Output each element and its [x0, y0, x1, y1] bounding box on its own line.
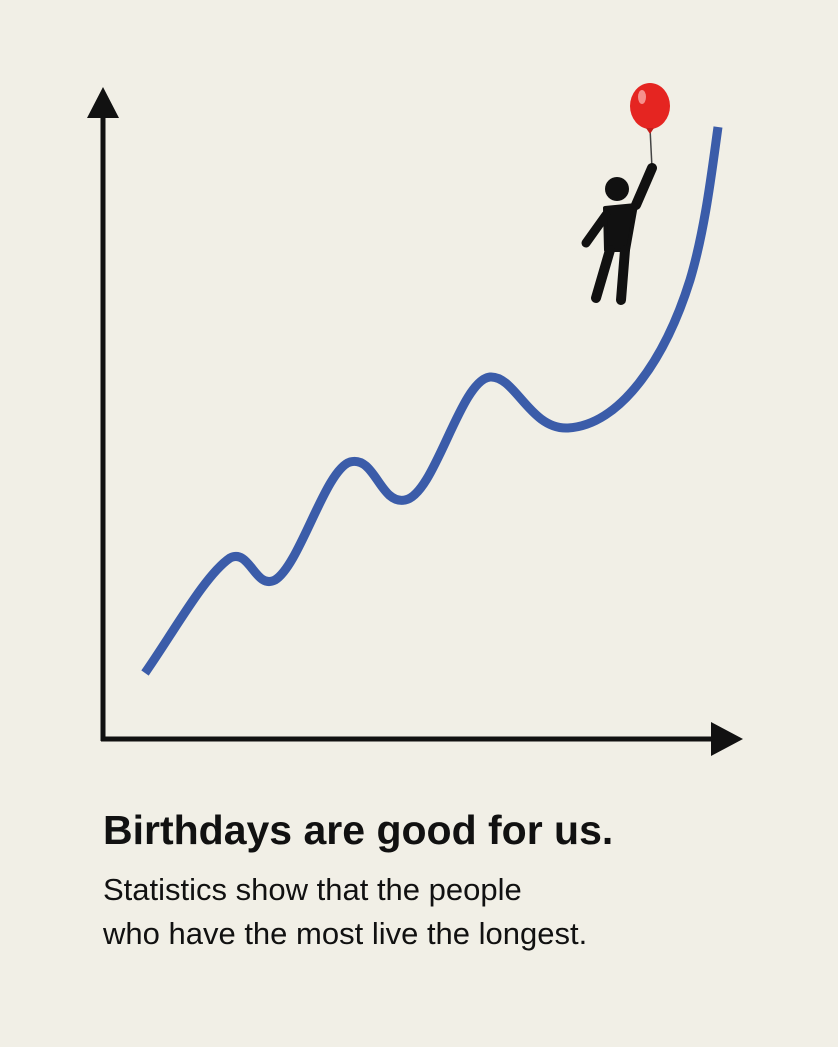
person — [581, 163, 657, 305]
x-axis-arrow — [711, 722, 743, 756]
subtitle-line: Statistics show that the people — [103, 872, 522, 907]
balloon-knot — [646, 128, 654, 134]
y-axis-arrow — [87, 87, 119, 118]
balloon — [630, 83, 670, 129]
subtitle-line: who have the most live the longest. — [102, 916, 587, 951]
balloon-shine — [638, 90, 646, 104]
title: Birthdays are good for us. — [103, 807, 613, 853]
curve — [141, 126, 723, 676]
balloon-string — [649, 127, 653, 169]
